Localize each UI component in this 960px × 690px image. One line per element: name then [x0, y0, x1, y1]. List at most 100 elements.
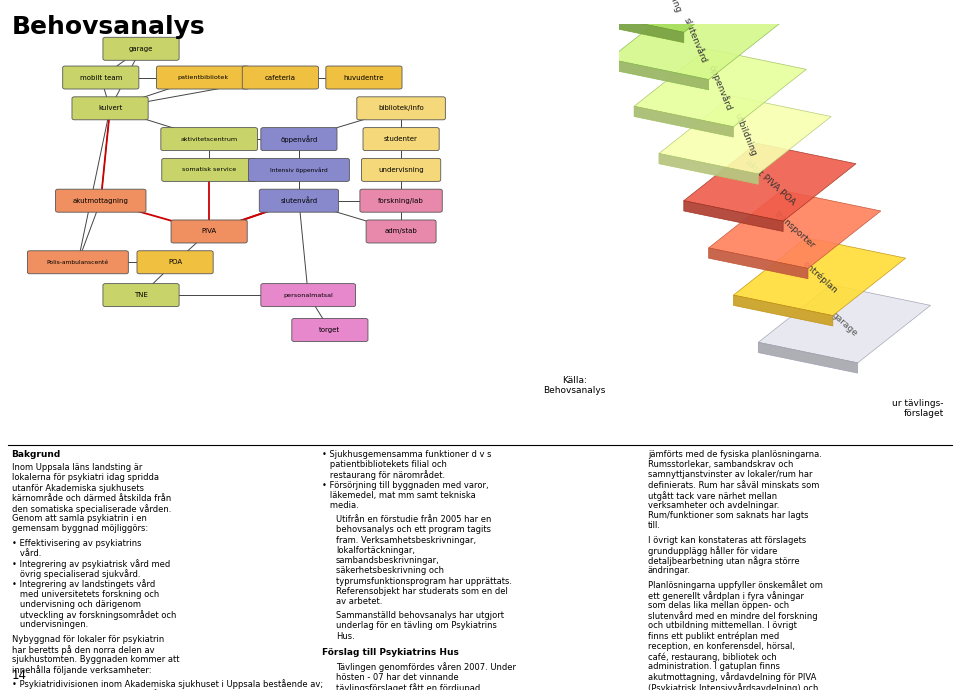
Text: samnyttjanstvinster av lokaler/rum har: samnyttjanstvinster av lokaler/rum har [648, 471, 812, 480]
Text: reception, en konferensdel, hörsal,: reception, en konferensdel, hörsal, [648, 642, 795, 651]
Text: undervisningen.: undervisningen. [12, 620, 87, 629]
Text: utbildning: utbildning [732, 112, 757, 158]
Text: akutmottagning, vårdavdelning för PIVA: akutmottagning, vårdavdelning för PIVA [648, 673, 816, 682]
Text: Bakgrund: Bakgrund [12, 450, 60, 459]
Text: POA: POA [168, 259, 182, 265]
Text: bibliotek/info: bibliotek/info [378, 106, 424, 111]
Polygon shape [585, 12, 684, 43]
Text: och utbildning mittemellan. I övrigt: och utbildning mittemellan. I övrigt [648, 622, 797, 631]
Text: Rum/funktioner som saknats har lagts: Rum/funktioner som saknats har lagts [648, 511, 808, 520]
Text: vård.: vård. [12, 549, 41, 558]
FancyBboxPatch shape [242, 66, 319, 89]
Text: entréplan: entréplan [800, 259, 839, 295]
Text: undervisning och därigenom: undervisning och därigenom [12, 600, 140, 609]
Text: säkerhetsbeskrivning och: säkerhetsbeskrivning och [336, 566, 444, 575]
Text: administration. I gatuplan finns: administration. I gatuplan finns [648, 662, 780, 671]
Polygon shape [635, 106, 733, 137]
FancyBboxPatch shape [56, 189, 146, 213]
Text: Referensobjekt har studerats som en del: Referensobjekt har studerats som en del [336, 586, 508, 595]
Text: definierats. Rum har såväl minskats som: definierats. Rum har såväl minskats som [648, 480, 820, 489]
Text: aktivitetscentrum: aktivitetscentrum [180, 137, 238, 141]
Text: Förslag till Psykiatrins Hus: Förslag till Psykiatrins Hus [322, 648, 459, 657]
Text: Genom att samla psykiatrin i en: Genom att samla psykiatrin i en [12, 514, 146, 523]
Text: verksamheter och avdelningar.: verksamheter och avdelningar. [648, 501, 780, 510]
Text: slutenvård med en mindre del forskning: slutenvård med en mindre del forskning [648, 611, 818, 621]
FancyBboxPatch shape [156, 66, 250, 89]
Text: underlag för en tävling om Psykiatrins: underlag för en tävling om Psykiatrins [336, 622, 497, 631]
Text: Hus.: Hus. [336, 631, 355, 640]
Text: slutenvård: slutenvård [280, 197, 318, 204]
FancyBboxPatch shape [360, 189, 443, 213]
Polygon shape [610, 1, 781, 79]
FancyBboxPatch shape [261, 128, 337, 150]
Text: med universitetets forskning och: med universitetets forskning och [12, 590, 158, 599]
Text: adm/stab: adm/stab [385, 228, 418, 235]
FancyBboxPatch shape [62, 66, 139, 89]
FancyBboxPatch shape [103, 37, 180, 60]
Text: gemensam byggnad möjliggörs:: gemensam byggnad möjliggörs: [12, 524, 148, 533]
Text: jämförts med de fysiska planlösningarna.: jämförts med de fysiska planlösningarna. [648, 450, 822, 459]
Polygon shape [758, 285, 930, 363]
FancyBboxPatch shape [366, 220, 436, 243]
FancyBboxPatch shape [137, 250, 213, 274]
Text: • Sjukhusgemensamma funktioner d v s: • Sjukhusgemensamma funktioner d v s [322, 450, 492, 459]
Text: behovsanalys och ett program tagits: behovsanalys och ett program tagits [336, 526, 491, 535]
FancyBboxPatch shape [28, 250, 129, 274]
FancyBboxPatch shape [72, 97, 148, 120]
FancyBboxPatch shape [363, 128, 439, 150]
Polygon shape [708, 248, 808, 279]
Polygon shape [585, 0, 756, 32]
Text: tävlingsförslaget fått en fördjupad: tävlingsförslaget fått en fördjupad [336, 682, 480, 690]
Text: huvudentre: huvudentre [344, 75, 384, 81]
Text: kulvert: kulvert [98, 106, 122, 111]
Text: utanför Akademiska sjukhusets: utanför Akademiska sjukhusets [12, 484, 144, 493]
Text: cafeteria: cafeteria [265, 75, 296, 81]
Text: TNE: TNE [134, 292, 148, 298]
FancyBboxPatch shape [292, 319, 368, 342]
Text: akutmottagning: akutmottagning [73, 198, 129, 204]
Text: studenter: studenter [384, 136, 418, 142]
FancyBboxPatch shape [261, 284, 355, 306]
Polygon shape [610, 59, 708, 90]
Text: garage: garage [129, 46, 154, 52]
Polygon shape [684, 144, 856, 221]
Text: detaljbearbetning utan några större: detaljbearbetning utan några större [648, 556, 800, 566]
Text: mobilt team: mobilt team [80, 75, 122, 81]
Text: lokalfortäckningar,: lokalfortäckningar, [336, 546, 415, 555]
Text: • Psykiatridivisionen inom Akademiska sjukhuset i Uppsala bestående av;: • Psykiatridivisionen inom Akademiska sj… [12, 679, 323, 689]
FancyBboxPatch shape [325, 66, 402, 89]
Text: grundupplägg håller för vidare: grundupplägg håller för vidare [648, 546, 778, 555]
Text: av arbetet.: av arbetet. [336, 597, 382, 606]
Text: garage: garage [829, 310, 859, 338]
Polygon shape [708, 190, 881, 268]
Text: patientbibliotek: patientbibliotek [178, 75, 228, 80]
FancyBboxPatch shape [162, 159, 256, 181]
FancyBboxPatch shape [249, 159, 349, 181]
Text: somatisk service: somatisk service [182, 168, 236, 172]
Text: finns ett publikt entréplan med: finns ett publikt entréplan med [648, 631, 780, 641]
Text: Tävlingen genomfördes våren 2007. Under: Tävlingen genomfördes våren 2007. Under [336, 662, 516, 672]
Text: utveckling av forskningsområdet och: utveckling av forskningsområdet och [12, 610, 176, 620]
Text: restaurang för närområdet.: restaurang för närområdet. [322, 471, 444, 480]
Text: ett generellt vårdplan i fyra våningar: ett generellt vårdplan i fyra våningar [648, 591, 804, 601]
Text: patientbibliotekets filial och: patientbibliotekets filial och [322, 460, 446, 469]
Text: • Effektivisering av psykiatrins: • Effektivisering av psykiatrins [12, 539, 141, 548]
Text: forskning: forskning [659, 0, 683, 14]
Text: akut PIVA POA: akut PIVA POA [743, 157, 797, 207]
Text: fram. Verksamhetsbeskrivningar,: fram. Verksamhetsbeskrivningar, [336, 535, 476, 544]
Polygon shape [635, 49, 806, 127]
Text: som delas lika mellan öppen- och: som delas lika mellan öppen- och [648, 601, 789, 610]
Text: den somatiska specialiserade vården.: den somatiska specialiserade vården. [12, 504, 171, 514]
Text: PIVA: PIVA [202, 228, 217, 235]
Text: utgått tack vare närhet mellan: utgått tack vare närhet mellan [648, 491, 778, 501]
Text: öppenvård: öppenvård [707, 63, 733, 112]
Text: 14: 14 [12, 669, 27, 682]
Text: läkemedel, mat mm samt tekniska: läkemedel, mat mm samt tekniska [322, 491, 475, 500]
Text: Rumsstorlekar, sambandskrav och: Rumsstorlekar, sambandskrav och [648, 460, 793, 469]
Text: undervisning: undervisning [378, 167, 424, 173]
Text: slutenvård: slutenvård [683, 17, 708, 65]
Text: personalmatsal: personalmatsal [283, 293, 333, 297]
Text: • Försörjning till byggnaden med varor,: • Försörjning till byggnaden med varor, [322, 480, 489, 489]
Text: transporter: transporter [773, 209, 817, 250]
Text: Behovsanalys: Behovsanalys [12, 15, 205, 39]
